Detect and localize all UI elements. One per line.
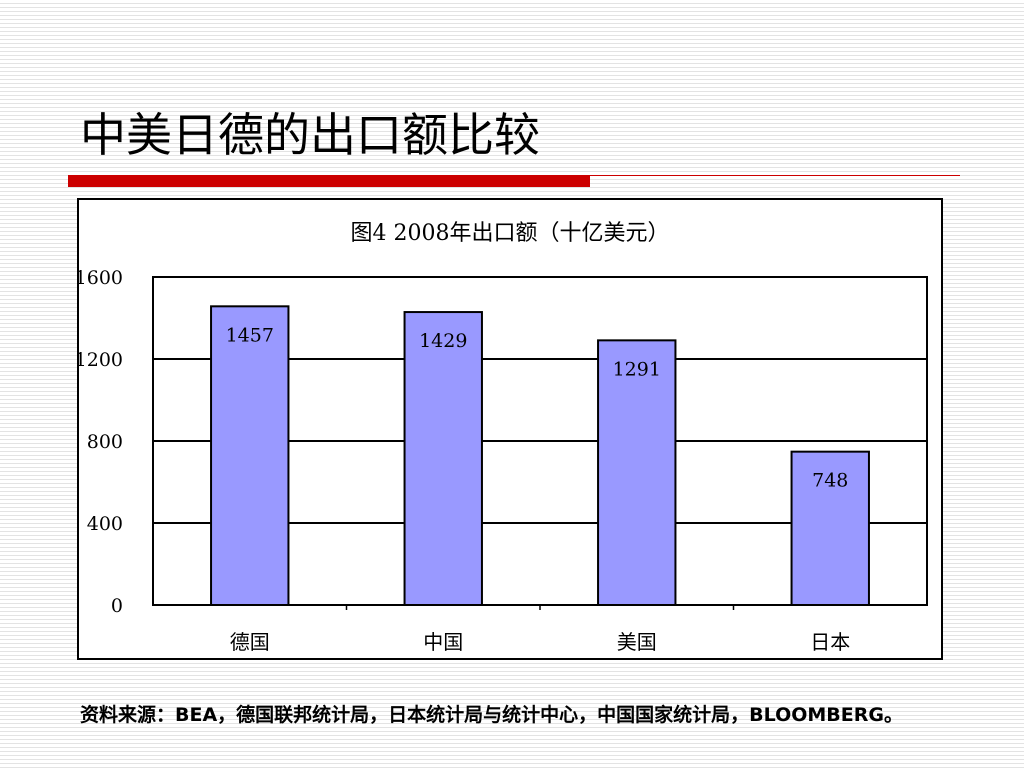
y-axis-ticks: 0 400 800 1200 1600 xyxy=(79,267,123,617)
bar-0 xyxy=(210,305,290,606)
bar-chart: 图4 2008年出口额（十亿美元） 0 400 800 1200 1600 德国 中国 美国… xyxy=(79,221,928,654)
slide-title: 中美日德的出口额比较 xyxy=(80,108,540,162)
bars xyxy=(210,305,870,607)
y-tick-label: 400 xyxy=(87,513,123,535)
bar-3 xyxy=(790,450,870,606)
data-label: 748 xyxy=(812,470,848,492)
y-tick-label: 0 xyxy=(111,595,123,617)
data-label: 1457 xyxy=(226,324,274,346)
x-category-label: 中国 xyxy=(423,630,463,654)
y-tick-label: 1600 xyxy=(79,267,123,289)
title-underline-thin xyxy=(590,175,960,176)
chart-frame: 图4 2008年出口额（十亿美元） 0 400 800 1200 1600 德国 中国 美国… xyxy=(77,198,943,660)
data-label: 1429 xyxy=(419,330,467,352)
x-category-label: 德国 xyxy=(230,630,270,654)
data-labels: 1457 1429 1291 748 xyxy=(226,324,849,491)
x-axis-ticks: 德国 中国 美国 日本 xyxy=(230,605,850,654)
chart-title: 图4 2008年出口额（十亿美元） xyxy=(351,221,670,246)
x-category-label: 日本 xyxy=(810,630,850,654)
bar-2 xyxy=(597,339,677,606)
source-note: 资料来源：BEA，德国联邦统计局，日本统计局与统计中心，中国国家统计局，BLOO… xyxy=(80,704,903,726)
y-tick-label: 800 xyxy=(87,431,123,453)
data-label: 1291 xyxy=(613,358,661,380)
y-tick-label: 1200 xyxy=(79,349,123,371)
title-underline-thick xyxy=(68,175,590,187)
x-category-label: 美国 xyxy=(617,630,657,654)
bar-1 xyxy=(403,311,483,607)
